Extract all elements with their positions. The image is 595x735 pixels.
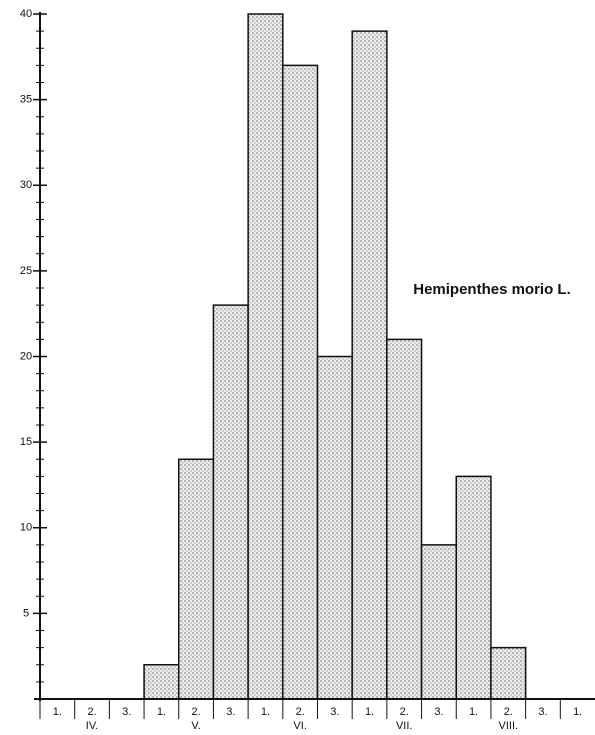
x-tick-label: 1.: [157, 706, 166, 718]
x-tick-label: 3.: [538, 706, 547, 718]
month-label: V.: [191, 720, 200, 732]
x-tick-label: 2.: [192, 706, 201, 718]
x-tick-label: 3.: [122, 706, 131, 718]
x-tick-label: 1.: [469, 706, 478, 718]
x-tick-label: 1.: [261, 706, 270, 718]
bar: [143, 664, 180, 700]
bar: [247, 13, 284, 700]
bar: [212, 304, 249, 700]
y-tick-label: 25: [20, 265, 32, 277]
chart-title: Hemipenthes morio L.: [413, 281, 571, 298]
bar: [282, 64, 319, 700]
y-tick-label: 20: [20, 350, 32, 362]
x-tick-label: 2.: [87, 706, 96, 718]
x-tick-label: 2.: [296, 706, 305, 718]
x-tick-label: 1.: [573, 706, 582, 718]
y-tick-label: 10: [20, 522, 32, 534]
month-label: IV.: [86, 720, 98, 732]
bar: [351, 30, 388, 700]
x-tick-label: 2.: [504, 706, 513, 718]
y-tick-label: 15: [20, 436, 32, 448]
bar: [316, 355, 353, 700]
x-tick-label: 3.: [226, 706, 235, 718]
x-tick-label: 3.: [330, 706, 339, 718]
bar: [178, 458, 215, 700]
month-label: VI.: [293, 720, 306, 732]
x-tick-label: 1.: [365, 706, 374, 718]
y-tick-label: 5: [23, 607, 29, 619]
x-tick-label: 2.: [400, 706, 409, 718]
y-tick-label: 40: [20, 8, 32, 20]
bar: [490, 646, 527, 700]
bar: [420, 544, 457, 700]
y-tick-label: 30: [20, 179, 32, 191]
month-label: VII.: [396, 720, 413, 732]
y-tick-label: 35: [20, 94, 32, 106]
bar: [386, 338, 423, 700]
x-tick-label: 3.: [434, 706, 443, 718]
bar: [455, 475, 492, 700]
x-tick-label: 1.: [53, 706, 62, 718]
month-label: VIII.: [499, 720, 519, 732]
